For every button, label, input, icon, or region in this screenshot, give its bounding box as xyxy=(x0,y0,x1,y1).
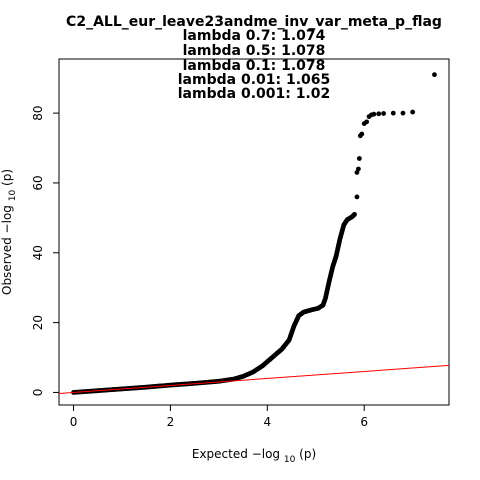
data-point xyxy=(356,166,361,172)
y-tick-label-40: 40 xyxy=(31,245,45,260)
data-point xyxy=(364,119,370,125)
lambda-line-1: lambda 0.5: 1.078 xyxy=(183,43,326,59)
data-point xyxy=(352,211,357,217)
reference-line xyxy=(58,364,450,394)
y-axis-label: Observed −log 10 (p) xyxy=(0,169,18,295)
chart-title: C2_ALL_eur_leave23andme_inv_var_meta_p_f… xyxy=(66,14,442,30)
x-tick-label-4: 4 xyxy=(264,415,272,429)
plot-layer xyxy=(58,72,450,395)
x-tick-label-0: 0 xyxy=(70,415,78,429)
x-axis-label-sub: 10 xyxy=(284,455,296,465)
data-point xyxy=(410,109,416,115)
lambda-line-4: lambda 0.001: 1.02 xyxy=(178,86,331,102)
y-tick-label-60: 60 xyxy=(31,175,45,190)
data-point xyxy=(359,131,365,137)
y-axis-label-p: (p) xyxy=(0,169,14,186)
y-tick-label-0: 0 xyxy=(31,389,45,397)
plot-frame xyxy=(58,58,450,406)
x-axis-label-log: −log xyxy=(252,447,280,461)
lambda-line-2: lambda 0.1: 1.078 xyxy=(183,58,326,74)
data-point xyxy=(381,111,386,116)
y-tick-label-80: 80 xyxy=(31,105,45,120)
x-axis-label: Expected −log 10 (p) xyxy=(192,447,316,465)
data-point xyxy=(376,111,382,117)
x-axis-label-p: (p) xyxy=(299,447,316,461)
data-point xyxy=(390,110,396,116)
y-axis-label-text: Observed xyxy=(0,237,14,295)
data-point xyxy=(356,156,362,161)
x-tick-label-6: 6 xyxy=(360,415,368,429)
y-axis-label-sub: 10 xyxy=(8,190,18,202)
data-point xyxy=(400,110,406,116)
data-point xyxy=(432,72,437,78)
data-point xyxy=(354,194,360,200)
lambda-line-0: lambda 0.7: 1.074 xyxy=(183,28,326,44)
data-point xyxy=(371,111,377,117)
lambda-line-3: lambda 0.01: 1.065 xyxy=(178,72,331,88)
y-tick-label-20: 20 xyxy=(31,315,45,330)
x-axis-label-text: Expected xyxy=(192,447,248,461)
x-tick-label-2: 2 xyxy=(167,415,175,429)
y-axis-label-log: −log xyxy=(0,205,14,233)
